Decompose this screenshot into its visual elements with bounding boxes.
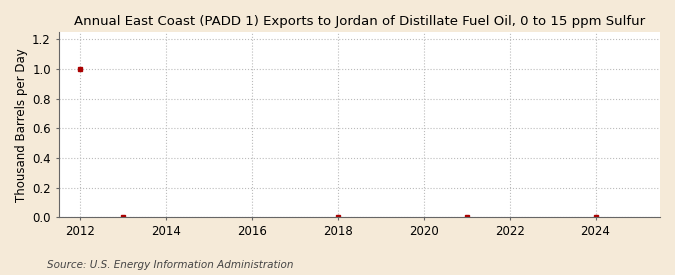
Text: Source: U.S. Energy Information Administration: Source: U.S. Energy Information Administ…: [47, 260, 294, 270]
Y-axis label: Thousand Barrels per Day: Thousand Barrels per Day: [15, 48, 28, 202]
Title: Annual East Coast (PADD 1) Exports to Jordan of Distillate Fuel Oil, 0 to 15 ppm: Annual East Coast (PADD 1) Exports to Jo…: [74, 15, 645, 28]
